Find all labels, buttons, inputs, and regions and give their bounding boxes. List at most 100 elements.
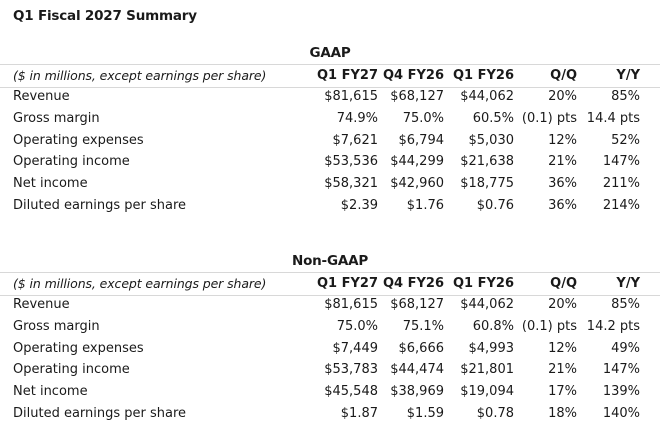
gaap-cell-q1fy27: $2.39 [340,198,378,213]
non-gaap-cell-q1fy26: $21,801 [460,362,514,378]
gaap-section-title: GAAP [309,45,351,61]
non-gaap-row-label: Operating income [13,362,130,378]
gaap-cell-q4fy26: $1.76 [406,198,444,213]
gaap-header-q4fy26: Q4 FY26 [382,68,444,83]
gaap-header-q1fy27: Q1 FY27 [316,68,378,83]
non-gaap-header-yy: Y/Y [616,276,640,291]
non-gaap-cell-qq: 21% [548,362,577,378]
gaap-cell-q1fy27: 74.9% [336,110,378,126]
non-gaap-row-label: Diluted earnings per share [13,406,187,421]
gaap-table-row: Gross margin 74.9% 75.0% 60.5% (0.1) pts 14.4… [0,108,660,130]
gaap-cell-yy: 52% [611,132,640,148]
gaap-cell-q1fy26: $18,775 [460,176,514,192]
non-gaap-row-label: Revenue [13,297,70,312]
non-gaap-cell-q4fy26: $38,969 [390,384,444,400]
non-gaap-header-q4fy26: Q4 FY26 [382,276,444,291]
non-gaap-cell-yy: 140% [602,406,640,421]
gaap-cell-qq: 21% [548,154,577,170]
non-gaap-table-row: Revenue $81,615 $68,127 $44,062 20% 85% [0,294,660,316]
non-gaap-cell-q4fy26: $44,474 [390,362,444,378]
gaap-table-row: Operating expenses $7,621 $6,794 $5,030 12% 5… [0,130,660,152]
non-gaap-cell-q1fy27: $1.87 [340,406,378,421]
gaap-row-label: Diluted earnings per share [13,198,187,213]
non-gaap-cell-yy: 147% [602,362,640,378]
non-gaap-section-title: Non-GAAP [291,253,369,269]
gaap-cell-yy: 147% [602,154,640,170]
gaap-header-label: ($ in millions, except earnings per shar… [13,68,267,83]
non-gaap-header-row: ($ in millions, except earnings per shar… [0,272,660,296]
gaap-table-row: Operating income $53,536 $44,299 $21,638 21%… [0,151,660,173]
non-gaap-cell-yy: 14.2 pts [586,318,640,334]
gaap-cell-q1fy27: $7,621 [332,132,379,148]
gaap-cell-q4fy26: $42,960 [390,176,444,192]
gaap-cell-q1fy26: $0.76 [476,198,514,213]
non-gaap-row-label: Operating expenses [13,340,144,356]
gaap-cell-q4fy26: $6,794 [398,132,445,148]
non-gaap-cell-qq: 20% [548,297,577,312]
gaap-cell-q1fy26: $21,638 [460,154,514,170]
non-gaap-cell-q4fy26: $6,666 [398,340,445,356]
non-gaap-cell-q4fy26: $1.59 [406,406,444,421]
gaap-row-label: Operating income [13,154,130,170]
non-gaap-cell-q1fy26: $44,062 [460,297,514,312]
gaap-header-q1fy26: Q1 FY26 [452,68,514,83]
non-gaap-header-label: ($ in millions, except earnings per shar… [13,276,267,291]
gaap-cell-qq: 20% [548,89,577,104]
gaap-cell-q1fy27: $58,321 [324,176,378,192]
non-gaap-header-q1fy26: Q1 FY26 [452,276,514,291]
gaap-cell-qq: 12% [548,132,577,148]
non-gaap-table-row: Net income $45,548 $38,969 $19,094 17% 139% [0,381,660,403]
gaap-cell-q1fy27: $53,536 [324,154,378,170]
non-gaap-cell-yy: 139% [602,384,640,400]
gaap-table-row: Net income $58,321 $42,960 $18,775 36% 211% [0,173,660,195]
gaap-cell-q1fy26: $5,030 [468,132,515,148]
page-title: Q1 Fiscal 2027 Summary [13,8,197,24]
gaap-row-label: Operating expenses [13,132,144,148]
gaap-cell-q1fy26: 60.5% [472,110,514,126]
gaap-header-row: ($ in millions, except earnings per shar… [0,64,660,88]
gaap-row-label: Revenue [13,89,70,104]
non-gaap-cell-qq: 17% [548,384,577,400]
gaap-cell-qq: 36% [548,198,577,213]
non-gaap-cell-q4fy26: $68,127 [390,297,444,312]
non-gaap-header-qq: Q/Q [550,276,577,291]
non-gaap-cell-q1fy26: $0.78 [476,406,514,421]
non-gaap-cell-qq: 12% [548,340,577,356]
non-gaap-table-row: Operating expenses $7,449 $6,666 $4,993 12% 4… [0,338,660,360]
gaap-cell-q4fy26: $68,127 [390,89,444,104]
non-gaap-row-label: Net income [13,384,88,400]
non-gaap-cell-q1fy27: 75.0% [336,318,378,334]
non-gaap-cell-yy: 49% [611,340,640,356]
gaap-table-row: Revenue $81,615 $68,127 $44,062 20% 85% [0,86,660,108]
non-gaap-table-row: Operating income $53,783 $44,474 $21,801 21%… [0,359,660,381]
gaap-cell-yy: 85% [611,89,640,104]
non-gaap-table-row: Gross margin 75.0% 75.1% 60.8% (0.1) pts 14.2… [0,316,660,338]
gaap-cell-qq: 36% [548,176,577,192]
non-gaap-row-label: Gross margin [13,318,100,334]
gaap-cell-yy: 14.4 pts [586,110,640,126]
gaap-cell-yy: 214% [602,198,640,213]
non-gaap-cell-qq: (0.1) pts [521,318,577,334]
non-gaap-cell-q1fy27: $45,548 [324,384,378,400]
gaap-row-label: Net income [13,176,88,192]
non-gaap-table-row: Diluted earnings per share $1.87 $1.59 $0.7… [0,403,660,425]
gaap-cell-qq: (0.1) pts [521,110,577,126]
gaap-cell-q1fy27: $81,615 [324,89,378,104]
gaap-table-row: Diluted earnings per share $2.39 $1.76 $0.7… [0,195,660,217]
non-gaap-cell-yy: 85% [611,297,640,312]
gaap-cell-yy: 211% [602,176,640,192]
gaap-cell-q4fy26: 75.0% [402,110,444,126]
gaap-header-yy: Y/Y [616,68,640,83]
gaap-header-qq: Q/Q [550,68,577,83]
gaap-row-label: Gross margin [13,110,100,126]
non-gaap-cell-q4fy26: 75.1% [402,318,444,334]
non-gaap-cell-q1fy26: 60.8% [472,318,514,334]
non-gaap-cell-q1fy27: $7,449 [332,340,379,356]
non-gaap-header-q1fy27: Q1 FY27 [316,276,378,291]
gaap-cell-q1fy26: $44,062 [460,89,514,104]
non-gaap-cell-q1fy27: $53,783 [324,362,378,378]
non-gaap-cell-qq: 18% [548,406,577,421]
non-gaap-cell-q1fy26: $4,993 [468,340,515,356]
non-gaap-cell-q1fy26: $19,094 [460,384,514,400]
non-gaap-cell-q1fy27: $81,615 [324,297,378,312]
